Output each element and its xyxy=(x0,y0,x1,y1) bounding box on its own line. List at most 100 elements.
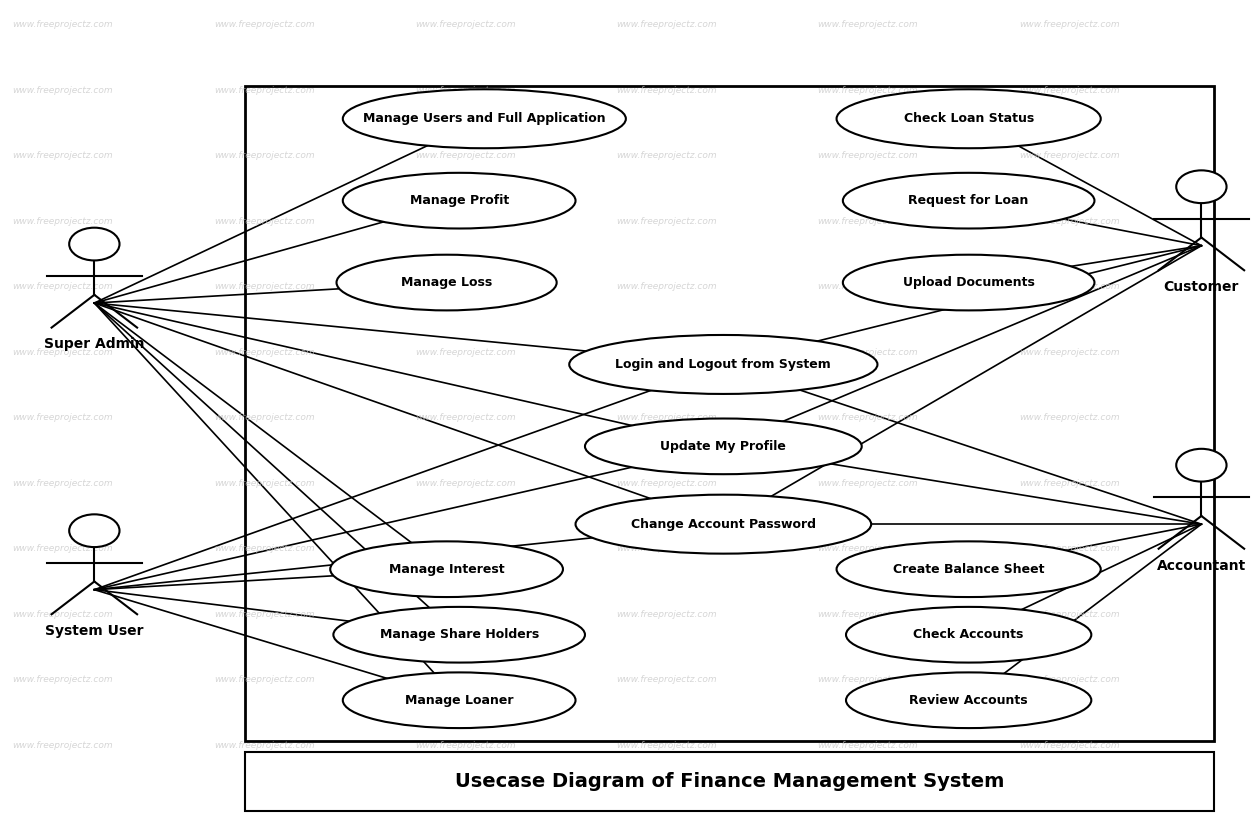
Text: www.freeprojectz.com: www.freeprojectz.com xyxy=(1019,283,1120,291)
Text: www.freeprojectz.com: www.freeprojectz.com xyxy=(818,414,918,422)
Text: www.freeprojectz.com: www.freeprojectz.com xyxy=(214,479,314,487)
Ellipse shape xyxy=(342,173,576,229)
Text: www.freeprojectz.com: www.freeprojectz.com xyxy=(13,86,113,94)
Text: Login and Logout from System: Login and Logout from System xyxy=(615,358,832,371)
Text: www.freeprojectz.com: www.freeprojectz.com xyxy=(1019,152,1120,160)
Text: www.freeprojectz.com: www.freeprojectz.com xyxy=(415,610,516,618)
Ellipse shape xyxy=(569,335,878,394)
Text: Manage Share Holders: Manage Share Holders xyxy=(380,628,538,641)
Text: www.freeprojectz.com: www.freeprojectz.com xyxy=(13,217,113,225)
Text: www.freeprojectz.com: www.freeprojectz.com xyxy=(415,20,516,29)
Text: Change Account Password: Change Account Password xyxy=(630,518,816,531)
Text: Manage Interest: Manage Interest xyxy=(389,563,504,576)
Text: Accountant: Accountant xyxy=(1157,559,1245,572)
Text: www.freeprojectz.com: www.freeprojectz.com xyxy=(818,20,918,29)
Text: Usecase Diagram of Finance Management System: Usecase Diagram of Finance Management Sy… xyxy=(455,771,1004,791)
Circle shape xyxy=(1176,449,1227,482)
Text: www.freeprojectz.com: www.freeprojectz.com xyxy=(1019,479,1120,487)
Text: Review Accounts: Review Accounts xyxy=(910,694,1028,707)
FancyBboxPatch shape xyxy=(245,752,1214,811)
Text: www.freeprojectz.com: www.freeprojectz.com xyxy=(1019,217,1120,225)
Text: Manage Users and Full Application: Manage Users and Full Application xyxy=(364,112,605,125)
Ellipse shape xyxy=(845,607,1092,663)
Text: Manage Loaner: Manage Loaner xyxy=(405,694,513,707)
Text: www.freeprojectz.com: www.freeprojectz.com xyxy=(1019,348,1120,356)
Text: www.freeprojectz.com: www.freeprojectz.com xyxy=(214,414,314,422)
Text: www.freeprojectz.com: www.freeprojectz.com xyxy=(616,545,717,553)
Text: www.freeprojectz.com: www.freeprojectz.com xyxy=(818,86,918,94)
Text: www.freeprojectz.com: www.freeprojectz.com xyxy=(616,86,717,94)
Text: www.freeprojectz.com: www.freeprojectz.com xyxy=(214,348,314,356)
Text: www.freeprojectz.com: www.freeprojectz.com xyxy=(415,152,516,160)
Ellipse shape xyxy=(843,173,1094,229)
Circle shape xyxy=(1176,170,1227,203)
Text: www.freeprojectz.com: www.freeprojectz.com xyxy=(1019,86,1120,94)
Ellipse shape xyxy=(342,672,576,728)
Text: www.freeprojectz.com: www.freeprojectz.com xyxy=(13,348,113,356)
Text: www.freeprojectz.com: www.freeprojectz.com xyxy=(415,479,516,487)
Text: www.freeprojectz.com: www.freeprojectz.com xyxy=(616,20,717,29)
Text: www.freeprojectz.com: www.freeprojectz.com xyxy=(818,676,918,684)
Text: Customer: Customer xyxy=(1164,280,1239,294)
Circle shape xyxy=(69,514,120,547)
Text: www.freeprojectz.com: www.freeprojectz.com xyxy=(818,348,918,356)
Text: www.freeprojectz.com: www.freeprojectz.com xyxy=(818,152,918,160)
Ellipse shape xyxy=(330,541,562,597)
Text: www.freeprojectz.com: www.freeprojectz.com xyxy=(616,676,717,684)
Text: www.freeprojectz.com: www.freeprojectz.com xyxy=(214,676,314,684)
Text: Super Admin: Super Admin xyxy=(44,337,145,351)
Text: www.freeprojectz.com: www.freeprojectz.com xyxy=(214,545,314,553)
Text: www.freeprojectz.com: www.freeprojectz.com xyxy=(415,741,516,749)
Text: www.freeprojectz.com: www.freeprojectz.com xyxy=(616,283,717,291)
Text: www.freeprojectz.com: www.freeprojectz.com xyxy=(818,283,918,291)
Text: www.freeprojectz.com: www.freeprojectz.com xyxy=(616,217,717,225)
Text: www.freeprojectz.com: www.freeprojectz.com xyxy=(616,610,717,618)
Text: www.freeprojectz.com: www.freeprojectz.com xyxy=(13,741,113,749)
Text: www.freeprojectz.com: www.freeprojectz.com xyxy=(1019,610,1120,618)
Text: www.freeprojectz.com: www.freeprojectz.com xyxy=(214,217,314,225)
Ellipse shape xyxy=(843,255,1094,310)
Ellipse shape xyxy=(585,419,862,474)
Text: www.freeprojectz.com: www.freeprojectz.com xyxy=(13,414,113,422)
Text: Check Loan Status: Check Loan Status xyxy=(903,112,1034,125)
Text: www.freeprojectz.com: www.freeprojectz.com xyxy=(415,414,516,422)
Text: www.freeprojectz.com: www.freeprojectz.com xyxy=(415,348,516,356)
Text: www.freeprojectz.com: www.freeprojectz.com xyxy=(415,86,516,94)
Ellipse shape xyxy=(333,607,585,663)
Text: www.freeprojectz.com: www.freeprojectz.com xyxy=(13,545,113,553)
Text: www.freeprojectz.com: www.freeprojectz.com xyxy=(1019,545,1120,553)
Text: www.freeprojectz.com: www.freeprojectz.com xyxy=(214,283,314,291)
Text: www.freeprojectz.com: www.freeprojectz.com xyxy=(13,20,113,29)
Text: Manage Loss: Manage Loss xyxy=(401,276,492,289)
Text: www.freeprojectz.com: www.freeprojectz.com xyxy=(616,479,717,487)
Text: www.freeprojectz.com: www.freeprojectz.com xyxy=(415,283,516,291)
Text: www.freeprojectz.com: www.freeprojectz.com xyxy=(1019,676,1120,684)
Text: www.freeprojectz.com: www.freeprojectz.com xyxy=(616,152,717,160)
Ellipse shape xyxy=(575,495,871,554)
Text: Update My Profile: Update My Profile xyxy=(660,440,786,453)
Text: www.freeprojectz.com: www.freeprojectz.com xyxy=(214,152,314,160)
Circle shape xyxy=(69,228,120,260)
Text: www.freeprojectz.com: www.freeprojectz.com xyxy=(415,545,516,553)
Text: www.freeprojectz.com: www.freeprojectz.com xyxy=(818,545,918,553)
Text: Create Balance Sheet: Create Balance Sheet xyxy=(893,563,1044,576)
Text: www.freeprojectz.com: www.freeprojectz.com xyxy=(13,479,113,487)
Text: www.freeprojectz.com: www.freeprojectz.com xyxy=(818,610,918,618)
Text: www.freeprojectz.com: www.freeprojectz.com xyxy=(214,86,314,94)
Text: www.freeprojectz.com: www.freeprojectz.com xyxy=(415,676,516,684)
Text: System User: System User xyxy=(45,624,143,638)
Text: www.freeprojectz.com: www.freeprojectz.com xyxy=(818,741,918,749)
Ellipse shape xyxy=(837,89,1101,148)
Text: www.freeprojectz.com: www.freeprojectz.com xyxy=(13,610,113,618)
Text: www.freeprojectz.com: www.freeprojectz.com xyxy=(214,741,314,749)
Text: www.freeprojectz.com: www.freeprojectz.com xyxy=(818,479,918,487)
Text: Check Accounts: Check Accounts xyxy=(913,628,1024,641)
Ellipse shape xyxy=(342,89,626,148)
Text: Upload Documents: Upload Documents xyxy=(903,276,1034,289)
Text: www.freeprojectz.com: www.freeprojectz.com xyxy=(1019,741,1120,749)
Text: www.freeprojectz.com: www.freeprojectz.com xyxy=(818,217,918,225)
Text: www.freeprojectz.com: www.freeprojectz.com xyxy=(214,610,314,618)
Text: www.freeprojectz.com: www.freeprojectz.com xyxy=(415,217,516,225)
Ellipse shape xyxy=(837,541,1101,597)
Text: www.freeprojectz.com: www.freeprojectz.com xyxy=(214,20,314,29)
